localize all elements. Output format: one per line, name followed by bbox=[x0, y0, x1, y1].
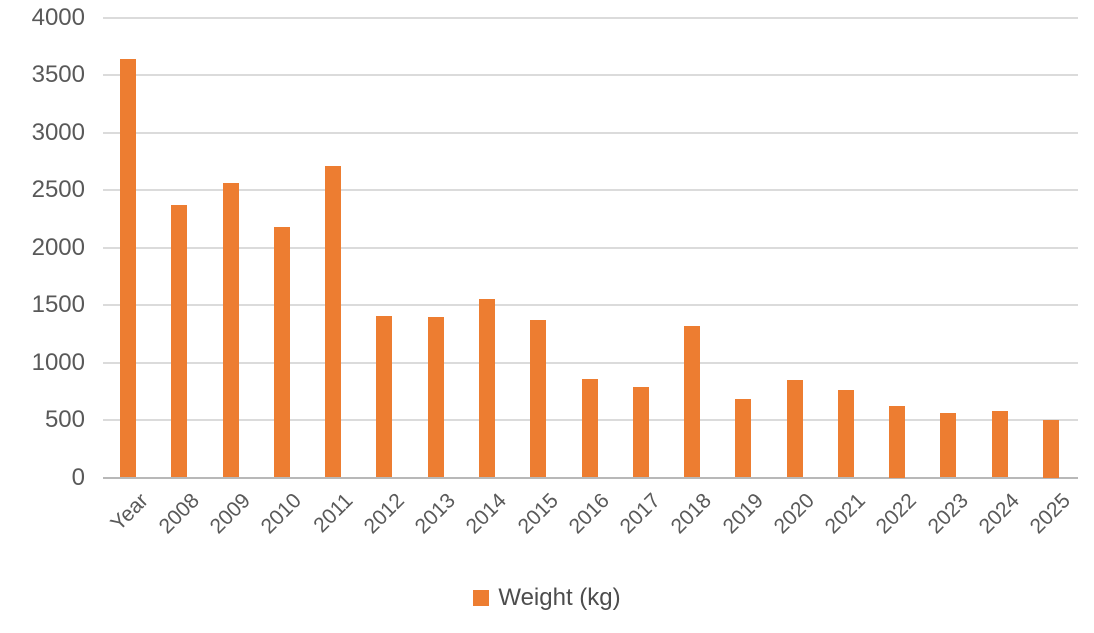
bar-year bbox=[120, 59, 136, 478]
bar-2012 bbox=[376, 315, 393, 478]
y-axis-tick-label: 0 bbox=[71, 463, 85, 491]
y-axis-tick-label: 3500 bbox=[31, 61, 85, 89]
bar-2013 bbox=[427, 316, 444, 478]
gridline bbox=[103, 246, 1078, 249]
y-axis-tick-label: 3000 bbox=[31, 118, 85, 146]
bar-2015 bbox=[530, 320, 547, 478]
y-axis-tick-label: 500 bbox=[44, 406, 85, 434]
x-axis-tick-label: 2016 bbox=[564, 488, 614, 538]
bar-2011 bbox=[325, 166, 342, 478]
gridline bbox=[103, 17, 1078, 19]
bar-2020 bbox=[786, 379, 803, 478]
x-axis-tick-label: 2020 bbox=[769, 488, 819, 538]
bar-2017 bbox=[632, 386, 649, 478]
bar-2014 bbox=[478, 299, 495, 478]
x-axis-tick-label: 2009 bbox=[205, 488, 255, 538]
bar-2008 bbox=[171, 205, 188, 478]
x-axis-tick-label: 2024 bbox=[974, 488, 1025, 538]
legend-label: Weight (kg) bbox=[498, 584, 621, 611]
x-axis-tick-label: 2017 bbox=[615, 488, 666, 538]
bar-2016 bbox=[581, 378, 598, 478]
bar-2019 bbox=[735, 399, 752, 478]
x-axis-tick-label: 2014 bbox=[461, 488, 512, 538]
x-axis-tick-label: 2010 bbox=[256, 488, 307, 538]
bar-2021 bbox=[837, 390, 854, 478]
gridline bbox=[103, 304, 1078, 307]
bar-2010 bbox=[273, 227, 290, 478]
x-axis-tick-label: 2008 bbox=[154, 488, 204, 538]
legend-swatch-icon bbox=[473, 590, 490, 606]
y-axis-tick-label: 2000 bbox=[31, 233, 85, 261]
x-axis-tick-label: 2015 bbox=[513, 488, 563, 538]
bar-2023 bbox=[940, 413, 957, 478]
x-axis-tick-label: 2025 bbox=[1025, 488, 1076, 538]
x-axis-tick-label: 2013 bbox=[410, 488, 460, 538]
y-axis-tick-label: 1000 bbox=[31, 348, 85, 376]
bar-2025 bbox=[1043, 420, 1060, 478]
x-axis-tick-label: Year bbox=[105, 488, 153, 535]
x-axis-tick-label: 2023 bbox=[923, 488, 973, 538]
x-axis-line bbox=[103, 476, 1078, 479]
bar-2024 bbox=[991, 410, 1008, 478]
x-axis-tick-label: 2019 bbox=[718, 488, 768, 538]
gridline bbox=[103, 131, 1078, 134]
y-axis-tick-label: 4000 bbox=[31, 4, 85, 31]
legend: Weight (kg) bbox=[0, 584, 1094, 612]
gridline bbox=[103, 361, 1078, 364]
x-axis-tick-label: 2012 bbox=[359, 488, 409, 538]
gridline bbox=[103, 189, 1078, 192]
x-axis-tick-label: 2018 bbox=[667, 488, 717, 538]
x-axis-tick-label: 2021 bbox=[820, 488, 871, 538]
x-axis-tick-label: 2011 bbox=[309, 488, 358, 537]
gridline bbox=[103, 74, 1078, 77]
y-axis-tick-label: 2500 bbox=[31, 176, 85, 204]
bar-2009 bbox=[222, 183, 239, 478]
x-axis-tick-label: 2022 bbox=[872, 488, 922, 538]
bar-2022 bbox=[889, 405, 906, 478]
y-axis-tick-label: 1500 bbox=[31, 291, 85, 319]
bar-2018 bbox=[684, 325, 701, 478]
